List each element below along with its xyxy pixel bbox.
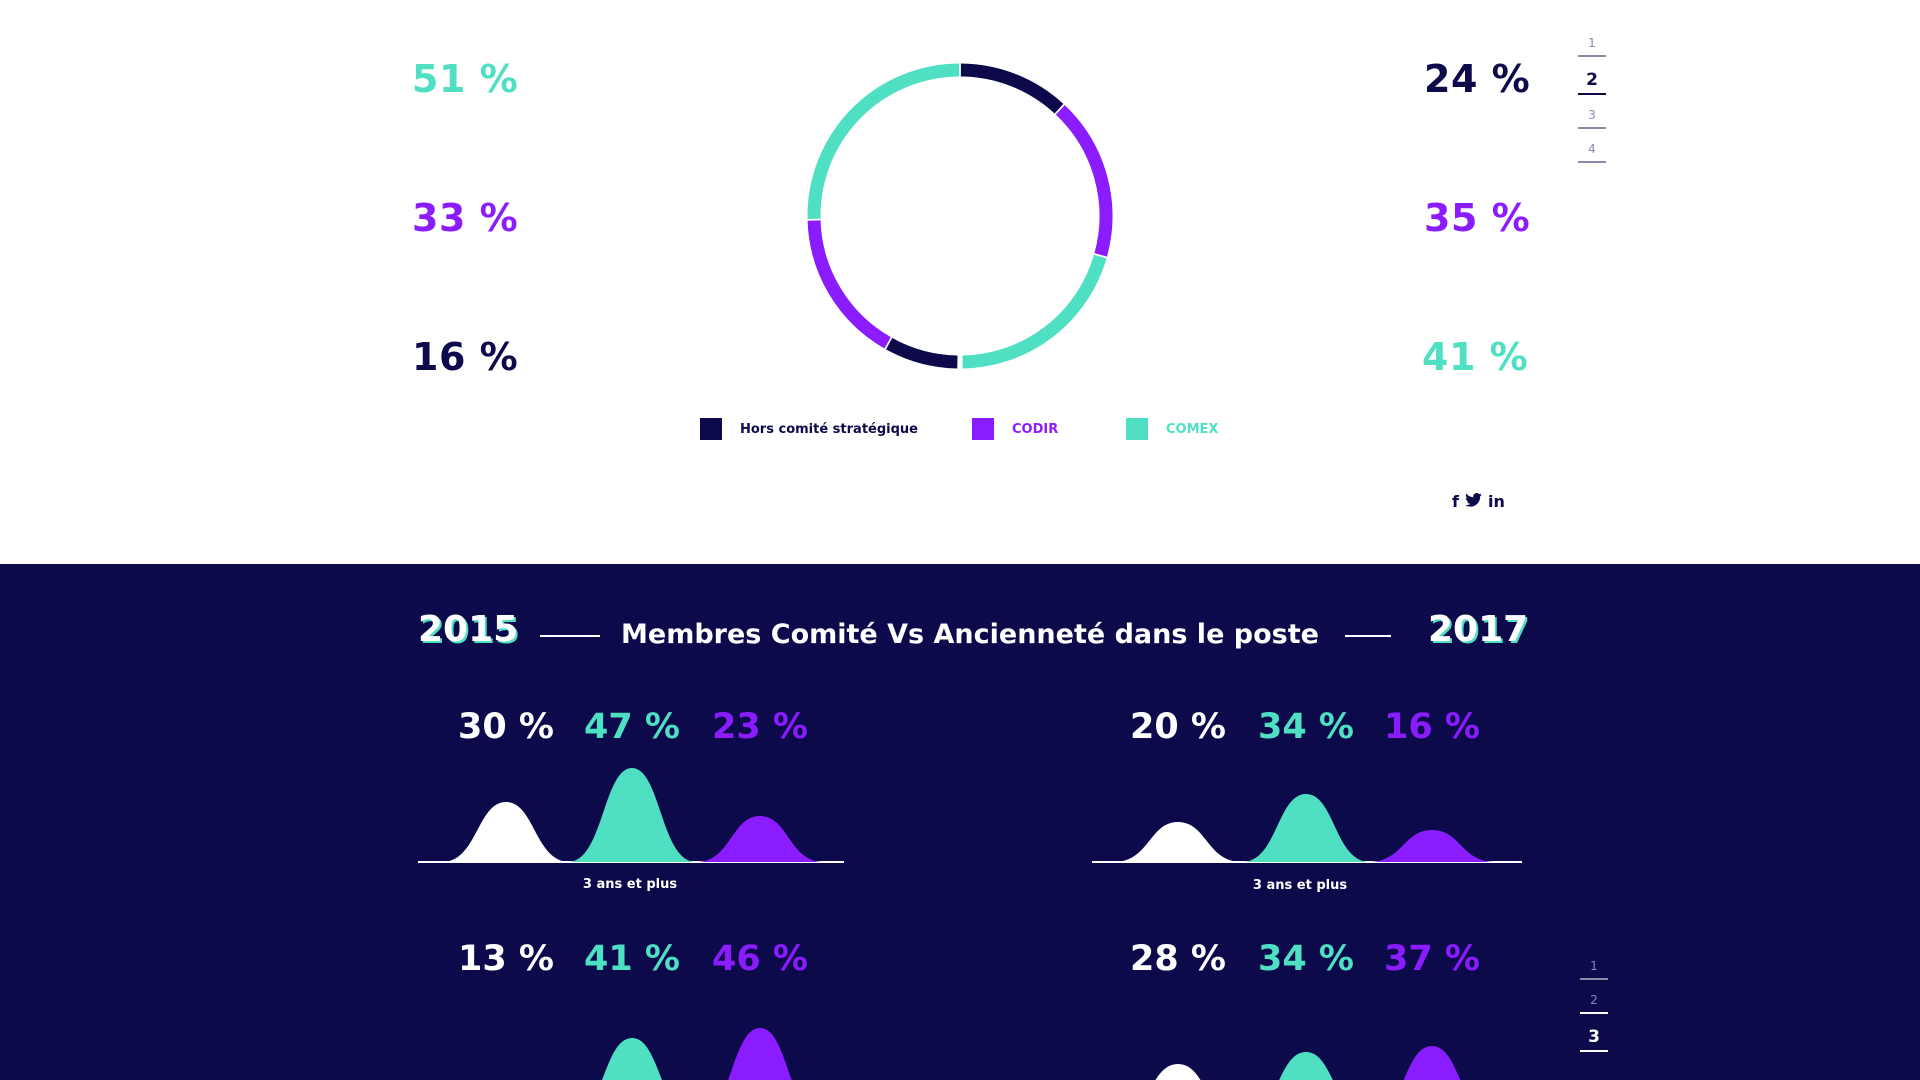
page-nav-divider: [1580, 1012, 1608, 1014]
legend-label-codir: CODIR: [1012, 421, 1059, 437]
page-nav-bottom: 1 2 3: [1574, 956, 1614, 1062]
page-nav-divider: [1578, 127, 1606, 129]
page-nav-divider: [1578, 93, 1606, 95]
donut-segment-2015-1: [885, 337, 958, 369]
page-nav-item-2[interactable]: 2: [1586, 70, 1598, 90]
data-label: 16 %: [1384, 707, 1480, 747]
legend-item-codir: CODIR: [972, 418, 1058, 440]
legend-swatch-hors: [700, 418, 722, 440]
distribution-curve-3: [696, 816, 824, 862]
stat-right-hors: 24 %: [1424, 57, 1531, 101]
linkedin-icon[interactable]: in: [1487, 492, 1505, 511]
year-left: 2015: [418, 609, 519, 650]
legend-label-hors: Hors comité stratégique: [740, 421, 918, 437]
data-label: 30 %: [458, 707, 554, 747]
page-nav-top: 1 2 3 4: [1572, 33, 1612, 173]
legend-label-comex: COMEX: [1166, 421, 1219, 437]
data-label: 47 %: [584, 707, 680, 747]
stat-right-codir: 35 %: [1424, 196, 1531, 240]
page-nav-divider: [1580, 978, 1608, 980]
title-divider-left: [540, 635, 600, 637]
legend-item-comex: COMEX: [1126, 418, 1218, 440]
stat-left-codir: 33 %: [412, 196, 519, 240]
data-label: 46 %: [712, 939, 808, 979]
data-label: 37 %: [1384, 939, 1480, 979]
twitter-icon[interactable]: [1465, 492, 1482, 511]
distribution-curve-3: [1403, 1046, 1461, 1080]
stat-left-comex: 51 %: [412, 57, 519, 101]
legend-item-hors: Hors comité stratégique: [700, 418, 918, 440]
year-right: 2017: [1428, 609, 1529, 650]
page-nav-item-3[interactable]: 3: [1588, 1027, 1600, 1047]
page-nav-item-1[interactable]: 1: [1588, 36, 1596, 50]
stat-right-comex: 41 %: [1422, 335, 1529, 379]
distribution-curve-2: [568, 768, 696, 862]
distribution-curve-2: [1279, 1052, 1333, 1080]
title-divider-right: [1345, 635, 1391, 637]
stat-left-hors: 16 %: [412, 335, 519, 379]
facebook-icon[interactable]: f: [1452, 492, 1459, 511]
chart-caption-2015: 3 ans et plus: [582, 877, 678, 892]
distribution-curve-1: [442, 802, 570, 862]
distribution-curve-2: [601, 1038, 663, 1080]
top-section: 51 % 33 % 16 % 24 % 35 % 41 % 1 2 3 4 Ho…: [412, 33, 1612, 511]
data-label: 34 %: [1258, 939, 1354, 979]
distribution-curve-1: [1114, 822, 1242, 862]
data-label: 34 %: [1258, 707, 1354, 747]
bottom-section: [0, 564, 1920, 1080]
donut-segment-2015-2: [807, 220, 891, 349]
donut-segment-2017-1: [960, 63, 1064, 114]
donut-segment-2017-2: [1055, 105, 1113, 257]
data-label: 20 %: [1130, 707, 1226, 747]
donut-chart: [807, 63, 1113, 369]
donut-segment-2017-3: [962, 254, 1107, 369]
page-nav-divider: [1580, 1050, 1608, 1052]
section-title: Membres Comité Vs Ancienneté dans le pos…: [621, 619, 1319, 650]
distribution-curve-2: [1242, 794, 1370, 862]
page-nav-item-2[interactable]: 2: [1590, 993, 1598, 1007]
distribution-curve-1: [1155, 1064, 1201, 1080]
data-label: 23 %: [712, 707, 808, 747]
data-label: 13 %: [458, 939, 554, 979]
legend-swatch-comex: [1126, 418, 1148, 440]
page-nav-divider: [1578, 161, 1606, 163]
data-label: 28 %: [1130, 939, 1226, 979]
page-nav-item-1[interactable]: 1: [1590, 959, 1598, 973]
distribution-curve-3: [1368, 830, 1496, 862]
page-nav-divider: [1578, 55, 1606, 57]
legend-swatch-codir: [972, 418, 994, 440]
data-label: 41 %: [584, 939, 680, 979]
distribution-curve-3: [728, 1028, 792, 1080]
social-share: f in: [1452, 492, 1505, 511]
page-nav-item-3[interactable]: 3: [1588, 108, 1596, 122]
chart-caption-2017: 3 ans et plus: [1252, 878, 1348, 893]
page-nav-item-4[interactable]: 4: [1588, 142, 1596, 156]
donut-segment-2015-3: [807, 63, 960, 219]
